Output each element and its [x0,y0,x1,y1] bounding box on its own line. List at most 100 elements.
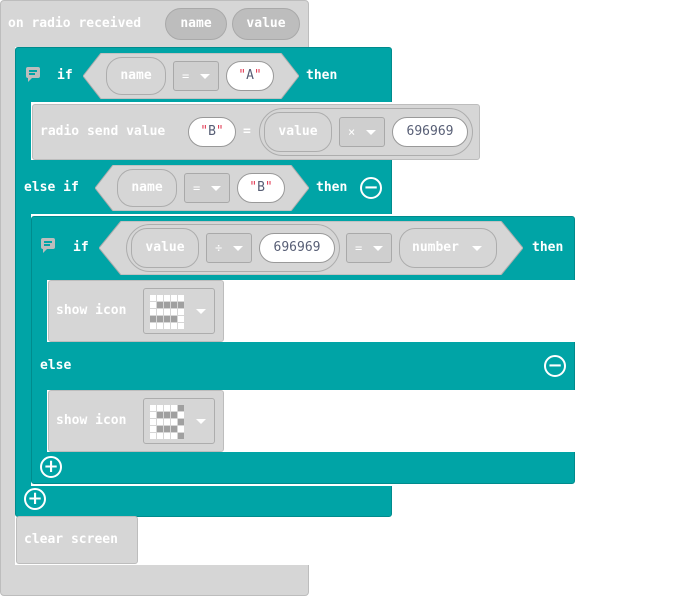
radio-send-key-value: B [208,124,216,139]
led-cell [150,295,156,301]
led-cell [171,316,177,322]
event-label: on radio received [8,16,142,31]
led-cell [157,433,163,439]
radio-send-key[interactable]: "B" [188,117,236,147]
led-cell [171,309,177,315]
if1-var-name[interactable]: name [106,57,166,95]
chevron-down-icon [373,246,383,251]
led-cell [171,295,177,301]
chevron-down-icon [472,246,482,251]
led-cell [171,419,177,425]
param-name[interactable]: name [165,8,227,40]
if1-op: = [182,69,190,83]
chevron-down-icon [233,246,243,251]
show-icon-label-1: show icon [56,303,127,318]
led-cell [164,302,170,308]
led-cell [178,316,184,322]
led-cell [171,412,177,418]
led-cell [150,302,156,308]
led-cell [178,426,184,432]
remove-branch-icon[interactable]: − [360,177,382,199]
led-cell [157,323,163,329]
icon-picker-2[interactable] [143,398,215,444]
radio-send-op-dropdown[interactable]: × [339,117,385,147]
led-cell [157,405,163,411]
chevron-down-icon [366,130,376,135]
led-cell [157,316,163,322]
led-cell [171,426,177,432]
radio-send-var[interactable]: value [264,112,332,152]
led-cell [150,412,156,418]
if1-op-dropdown[interactable]: = [173,61,219,91]
icon-picker-1[interactable] [143,288,215,334]
if2-op2: = [355,241,363,255]
if1-string[interactable]: "A" [226,61,274,91]
if2-op2-dropdown[interactable]: = [346,233,392,263]
led-cell [157,419,163,425]
led-cell [150,433,156,439]
led-cell [178,433,184,439]
if2-rhs-dropdown[interactable]: number [399,228,497,268]
if2-then-label: then [532,240,564,255]
if1-string-value: A [246,68,254,83]
elseif-string-value: B [257,180,265,195]
led-cell [164,419,170,425]
led-cell [178,302,184,308]
led-cell [171,433,177,439]
if2-number[interactable]: 696969 [259,233,335,263]
led-cell [178,309,184,315]
led-cell [178,405,184,411]
elseif-op-dropdown[interactable]: = [184,173,230,203]
radio-send-eq: = [243,124,251,139]
clear-screen-block[interactable] [16,516,138,564]
comment-icon[interactable] [26,67,40,82]
led-cell [157,309,163,315]
led-cell [150,323,156,329]
led-cell [150,316,156,322]
elseif-var-name[interactable]: name [117,169,177,207]
led-cell [150,419,156,425]
show-icon-label-2: show icon [56,413,127,428]
elseif-then-label: then [316,180,348,195]
led-grid-icon [150,295,184,329]
led-cell [164,316,170,322]
led-cell [150,405,156,411]
led-cell [171,405,177,411]
chevron-down-icon [211,186,221,191]
remove-else-icon[interactable]: − [544,355,566,377]
if2-op1-dropdown[interactable]: ÷ [206,233,252,263]
chevron-down-icon [196,419,206,424]
radio-send-op: × [348,125,356,139]
chevron-down-icon [200,74,210,79]
led-cell [164,426,170,432]
else-if-label: else if [24,180,79,195]
led-cell [178,419,184,425]
led-cell [150,309,156,315]
led-cell [171,302,177,308]
if2-var[interactable]: value [131,228,199,268]
led-cell [164,405,170,411]
comment-icon[interactable] [41,238,55,253]
led-cell [164,309,170,315]
if2-rhs: number [412,240,459,255]
led-cell [164,412,170,418]
led-grid-icon [150,405,184,439]
radio-send-number[interactable]: 696969 [392,117,468,147]
led-cell [164,295,170,301]
clear-screen-label: clear screen [24,532,118,547]
radio-send-label: radio send value [40,124,166,139]
led-cell [178,412,184,418]
if-label: if [57,68,73,83]
param-value[interactable]: value [232,8,300,40]
add-branch-icon[interactable]: + [24,488,46,510]
led-cell [157,302,163,308]
led-cell [164,433,170,439]
add-else-branch-icon[interactable]: + [40,456,62,478]
led-cell [157,426,163,432]
led-cell [157,295,163,301]
led-cell [178,323,184,329]
chevron-down-icon [196,309,206,314]
if2-label: if [73,240,89,255]
elseif-string[interactable]: "B" [237,173,285,203]
else-label: else [40,358,72,373]
